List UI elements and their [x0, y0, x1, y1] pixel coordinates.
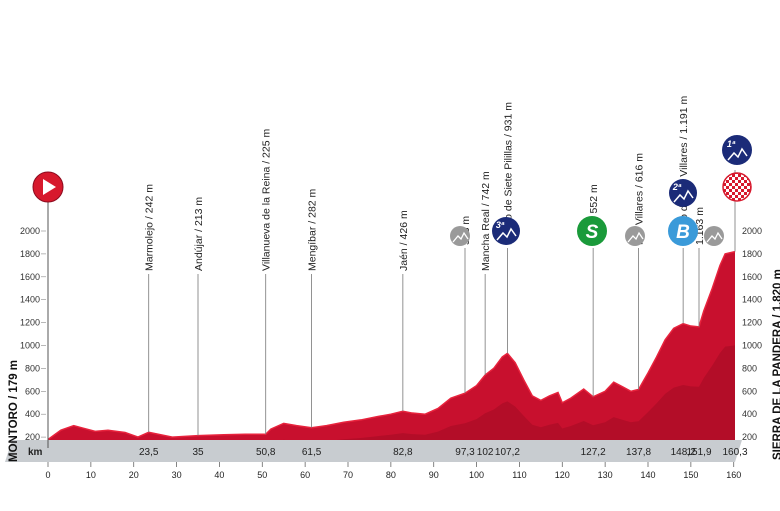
waypoint-km-value: 50,8 — [256, 447, 276, 458]
km-axis-label: km — [28, 447, 43, 458]
y-tick-label-right: 200 — [742, 432, 757, 442]
waypoint-label: Jaén / 426 m — [398, 210, 410, 271]
cat3-text: 3ª — [496, 220, 505, 230]
x-tick-label: 40 — [214, 470, 224, 480]
km-bar — [5, 440, 742, 462]
x-axis-ticks: 0 10 20 30 40 50 60 70 80 90 100 110 120 130 140 150 160 — [45, 462, 741, 480]
y-tick-label-right: 800 — [742, 363, 757, 373]
elevation-area — [48, 251, 735, 460]
sprint-icon: S — [577, 216, 607, 246]
waypoint-km-value: 137,8 — [626, 447, 651, 458]
x-tick-label: 90 — [429, 470, 439, 480]
waypoint-label: Los Villares / 616 m — [634, 153, 646, 245]
elevation-shadow — [48, 345, 735, 460]
x-tick-label: 160 — [726, 470, 741, 480]
x-tick-label: 80 — [386, 470, 396, 480]
waypoint-labels: Marmolejo / 242 m Andújar / 213 m Villanue… — [144, 96, 706, 271]
x-tick-label: 140 — [640, 470, 655, 480]
y-tick-label-right: 1600 — [742, 272, 762, 282]
waypoint-km-values: 23,5 35 50,8 61,5 82,8 97,3 102 107,2 127,2 137,8… — [139, 447, 748, 458]
waypoint-label: Mancha Real / 742 m — [480, 171, 492, 271]
y-tick-label-right: 1800 — [742, 249, 762, 259]
cat1-text: 1ª — [727, 139, 736, 149]
waypoint-km-value: 102 — [477, 447, 494, 458]
y-tick-label-left: 400 — [25, 409, 40, 419]
waypoint-km-value: 107,2 — [495, 447, 520, 458]
cat2-text: 2ª — [672, 182, 682, 192]
waypoint-km-value: 23,5 — [139, 447, 159, 458]
waypoint-km-value: 35 — [192, 447, 204, 458]
y-tick-label-right: 600 — [742, 386, 757, 396]
elevation-top-edge — [47, 250, 736, 441]
x-tick-label: 50 — [257, 470, 267, 480]
uncategorized-climb-icon — [625, 226, 645, 246]
x-tick-label: 150 — [683, 470, 698, 480]
x-tick-label: 70 — [343, 470, 353, 480]
waypoint-leaders — [148, 170, 736, 436]
uncategorized-climb-icon — [450, 226, 470, 246]
waypoint-km-value: 61,5 — [302, 447, 322, 458]
bonus-letter: B — [676, 222, 690, 243]
bonus-icon: B — [668, 216, 698, 246]
y-axis-left: 200 400 600 800 1000 1200 1400 1600 1800 2000 — [20, 226, 46, 442]
start-play-icon — [32, 171, 64, 448]
x-tick-label: 130 — [598, 470, 613, 480]
uncategorized-climb-icon — [704, 226, 724, 246]
waypoint-label: Villanueva de la Reina / 225 m — [261, 129, 273, 271]
waypoint-km-value: 148,2 — [671, 447, 696, 458]
waypoint-label: Mengíbar / 282 m — [307, 188, 319, 271]
y-tick-label-left: 1800 — [20, 249, 40, 259]
y-axis-right: 200 400 600 800 1000 1200 1400 1600 1800 2000 — [742, 226, 762, 442]
y-tick-label-left: 600 — [25, 386, 40, 396]
x-tick-label: 60 — [300, 470, 310, 480]
waypoint-km-value: 82,8 — [393, 447, 413, 458]
y-tick-label-left: 1200 — [20, 318, 40, 328]
y-tick-label-left: 800 — [25, 363, 40, 373]
waypoint-km-value: 151,9 — [686, 447, 711, 458]
x-tick-label: 30 — [172, 470, 182, 480]
waypoint-km-value: 127,2 — [581, 447, 606, 458]
waypoint-label: Marmolejo / 242 m — [144, 184, 156, 271]
y-tick-label-left: 1400 — [20, 295, 40, 305]
checkered-flag-icon — [722, 172, 752, 202]
y-tick-label-right: 1400 — [742, 295, 762, 305]
y-tick-label-left: 1000 — [20, 341, 40, 351]
waypoint-label: Andújar / 213 m — [193, 197, 205, 271]
x-tick-label: 10 — [86, 470, 96, 480]
waypoint-km-value: 160,3 — [722, 447, 747, 458]
y-tick-label-left: 2000 — [20, 226, 40, 236]
y-tick-label-right: 2000 — [742, 226, 762, 236]
waypoint-km-value: 97,3 — [455, 447, 475, 458]
cat1-climb-icon: 1ª — [722, 135, 752, 165]
finish-label: SIERRA DE LA PANDERA / 1.820 m — [772, 269, 780, 460]
y-tick-label-right: 1200 — [742, 318, 762, 328]
waypoint-label: Puerto de Siete Pilillas / 931 m — [502, 102, 514, 245]
x-tick-label: 0 — [45, 470, 50, 480]
x-tick-label: 100 — [469, 470, 484, 480]
x-tick-label: 20 — [129, 470, 139, 480]
x-tick-label: 110 — [512, 470, 526, 480]
start-label: MONTORO / 179 m — [8, 360, 20, 462]
y-tick-label-left: 200 — [25, 432, 40, 442]
y-tick-label-left: 1600 — [20, 272, 40, 282]
x-tick-label: 120 — [555, 470, 570, 480]
y-tick-label-right: 400 — [742, 409, 757, 419]
waypoint-label: Puerto de Los Villares / 1.191 m — [678, 96, 690, 245]
sprint-letter: S — [586, 222, 599, 243]
cat2-climb-icon: 2ª — [669, 179, 697, 207]
cat3-climb-icon: 3ª — [492, 217, 520, 245]
y-tick-label-right: 1000 — [742, 341, 762, 351]
